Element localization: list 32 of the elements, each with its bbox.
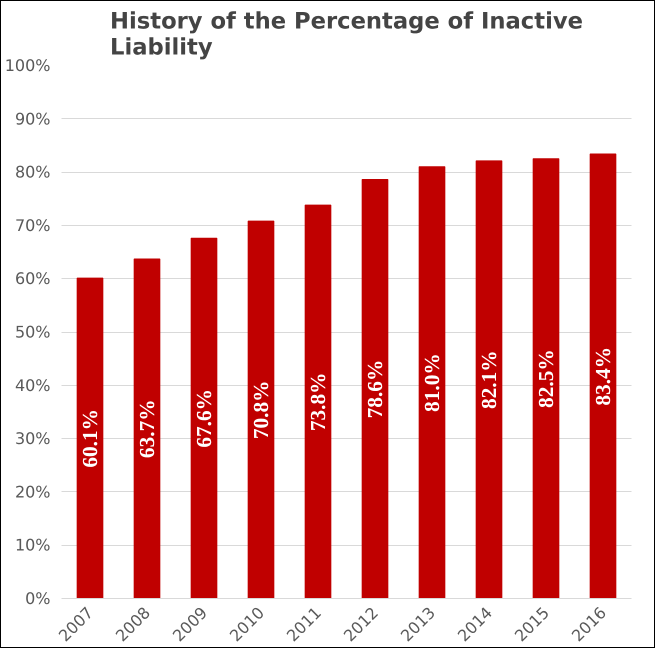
y-tick-label: 80% — [14, 162, 50, 182]
data-label: 70.8% — [249, 380, 273, 440]
bar — [418, 166, 446, 598]
y-tick-label: 40% — [14, 376, 50, 395]
y-tick-label: 10% — [14, 536, 50, 555]
bar — [190, 238, 218, 598]
bar — [248, 220, 274, 598]
bar — [590, 153, 616, 598]
bar — [304, 204, 332, 598]
y-tick-label: 70% — [14, 216, 50, 235]
y-tick-label: 0% — [25, 589, 51, 608]
data-label: 82.5% — [534, 349, 558, 408]
data-label: 63.7% — [135, 399, 159, 458]
data-label: 82.1% — [477, 350, 501, 410]
y-tick-label: 60% — [14, 269, 50, 288]
y-tick-label: 30% — [14, 429, 50, 448]
bar — [76, 278, 104, 598]
y-tick-label: 90% — [14, 109, 50, 128]
data-label: 67.6% — [192, 389, 216, 448]
data-label: 73.8% — [306, 372, 330, 432]
data-label: 83.4% — [591, 346, 615, 406]
data-label: 78.6% — [363, 360, 387, 418]
bar — [134, 258, 160, 598]
y-tick-label: 50% — [14, 322, 50, 342]
y-tick-label: 100% — [4, 56, 51, 75]
data-label: 81.0% — [420, 353, 444, 412]
bar — [532, 158, 560, 598]
chart-title: History of the Percentage of Inactive Liability — [110, 8, 583, 60]
data-label: 60.1% — [78, 409, 102, 468]
bar — [362, 179, 388, 598]
bar — [476, 160, 502, 598]
y-tick-label: 20% — [14, 482, 50, 502]
